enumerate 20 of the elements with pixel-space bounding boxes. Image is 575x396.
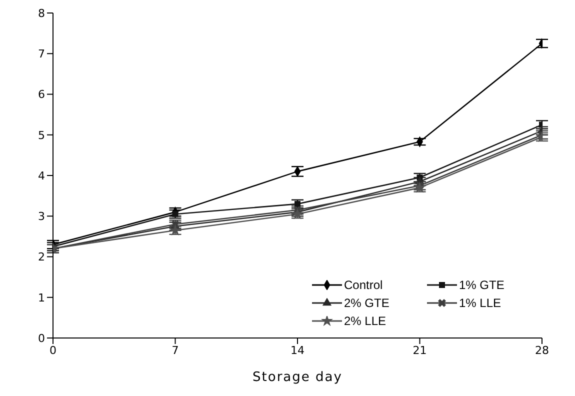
y-tick-label: 5 — [38, 128, 45, 142]
y-tick-label: 3 — [38, 210, 45, 224]
y-tick-label: 6 — [38, 88, 45, 102]
y-tick-label: 8 — [38, 6, 45, 20]
y-tick-label: 2 — [38, 250, 45, 264]
y-tick-label: 0 — [38, 332, 45, 345]
x-tick-label: 0 — [50, 344, 56, 357]
x-tick-label: 21 — [412, 344, 427, 357]
y-tick-label: 7 — [38, 48, 45, 61]
x-tick-label: 14 — [290, 344, 304, 357]
x-axis-title: Storage day — [252, 370, 342, 386]
legend-label: 2% GTE — [344, 296, 390, 310]
x-tick-label: 7 — [172, 344, 179, 357]
legend-label: Control — [344, 278, 383, 292]
legend-label: 1% LLE — [459, 296, 502, 310]
legend-label: 2% LLE — [344, 314, 386, 328]
y-tick-label: 1 — [38, 291, 45, 304]
legend-label: 1% GTE — [459, 278, 504, 292]
y-tick-label: 4 — [38, 169, 45, 182]
x-tick-label: 28 — [535, 344, 549, 357]
